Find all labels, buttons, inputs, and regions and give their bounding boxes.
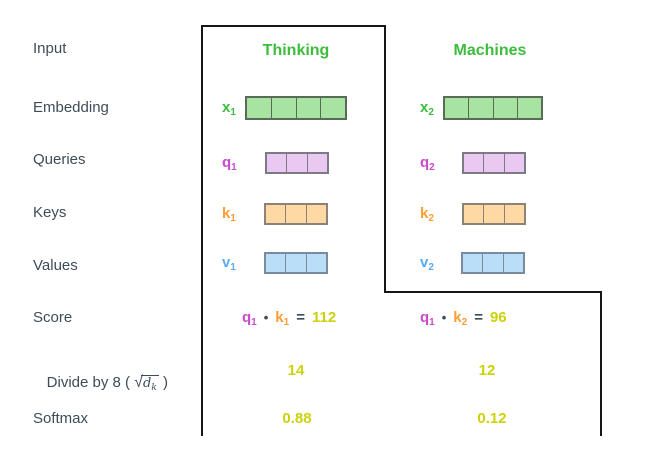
vector-cell — [493, 98, 518, 118]
divided-score-thinking: 14 — [287, 362, 305, 379]
vector-cell — [464, 154, 485, 172]
equals-sign: = — [296, 309, 305, 326]
vector-cell — [464, 205, 485, 223]
row-label-softmax: Softmax — [33, 410, 89, 427]
vector-cell — [463, 254, 484, 272]
key-vector-k2 — [462, 203, 526, 225]
outline-top-edge — [201, 25, 386, 27]
value-vector-v1 — [264, 252, 328, 274]
vector-label-q2: q2 — [420, 154, 435, 173]
row-label-divide-by-8: Divide by 8 ( √dk ) — [30, 357, 168, 411]
outline-left-edge — [201, 25, 203, 436]
score-result-112: 112 — [311, 309, 337, 326]
score-expression-q1k2: q1 • k2 = 96 — [420, 309, 507, 328]
equals-sign: = — [474, 309, 483, 326]
vector-label-k2: k2 — [420, 205, 434, 224]
vector-cell — [484, 154, 505, 172]
vector-label-q1: q1 — [222, 154, 237, 173]
vector-cell — [504, 154, 524, 172]
vector-cell — [267, 154, 288, 172]
vector-cell — [484, 205, 505, 223]
vector-cell — [517, 98, 541, 118]
row-label-input: Input — [33, 40, 67, 57]
query-vector-q1 — [265, 152, 329, 174]
row-label-queries: Queries — [33, 151, 86, 168]
row-label-values: Values — [33, 257, 78, 274]
vector-cell — [483, 254, 504, 272]
vector-cell — [503, 254, 523, 272]
vector-label-k1: k1 — [222, 205, 236, 224]
score-expression-q1k1: q1 • k1 = 112 — [242, 309, 336, 328]
value-vector-v2 — [461, 252, 525, 274]
outline-right-upper-edge — [384, 25, 386, 293]
vector-cell — [266, 205, 287, 223]
embedding-vector-x2 — [443, 96, 543, 120]
sqrt-radicand-dk: dk — [141, 375, 159, 393]
score-q1-label: q1 — [242, 309, 257, 328]
vector-cell — [286, 205, 307, 223]
vector-cell — [469, 98, 494, 118]
vector-label-x1: x1 — [222, 99, 236, 118]
row-label-score: Score — [33, 309, 73, 326]
row-label-keys: Keys — [33, 204, 67, 221]
vector-cell — [271, 98, 297, 118]
divided-score-machines: 12 — [478, 362, 496, 379]
softmax-value-thinking: 0.88 — [282, 410, 312, 427]
vector-cell — [504, 205, 524, 223]
outline-step-edge — [384, 291, 602, 293]
vector-cell — [321, 98, 345, 118]
vector-cell — [445, 98, 470, 118]
vector-cell — [286, 254, 307, 272]
outline-right-lower-edge — [600, 291, 602, 436]
softmax-value-machines: 0.12 — [477, 410, 507, 427]
column-header-machines: Machines — [453, 42, 527, 59]
vector-cell — [287, 154, 308, 172]
sqrt-radical-symbol: √ — [134, 374, 143, 391]
score-q1-label: q1 — [420, 309, 435, 328]
score-k1-label: k1 — [275, 309, 290, 328]
column-header-thinking: Thinking — [262, 42, 330, 59]
vector-cell — [296, 98, 322, 118]
vector-cell — [306, 205, 326, 223]
row-label-embedding: Embedding — [33, 99, 109, 116]
vector-cell — [247, 98, 272, 118]
key-vector-k1 — [264, 203, 328, 225]
vector-cell — [266, 254, 287, 272]
divide-suffix: ) — [158, 374, 168, 391]
divide-prefix: Divide by 8 ( — [46, 374, 135, 391]
dot-product-icon: • — [263, 310, 269, 325]
vector-cell — [306, 254, 326, 272]
vector-label-v1: v1 — [222, 254, 236, 273]
vector-cell — [307, 154, 327, 172]
vector-label-v2: v2 — [420, 254, 434, 273]
query-vector-q2 — [462, 152, 526, 174]
dot-product-icon: • — [441, 310, 447, 325]
embedding-vector-x1 — [245, 96, 347, 120]
score-result-96: 96 — [489, 309, 507, 326]
score-k2-label: k2 — [453, 309, 468, 328]
vector-label-x2: x2 — [420, 99, 434, 118]
